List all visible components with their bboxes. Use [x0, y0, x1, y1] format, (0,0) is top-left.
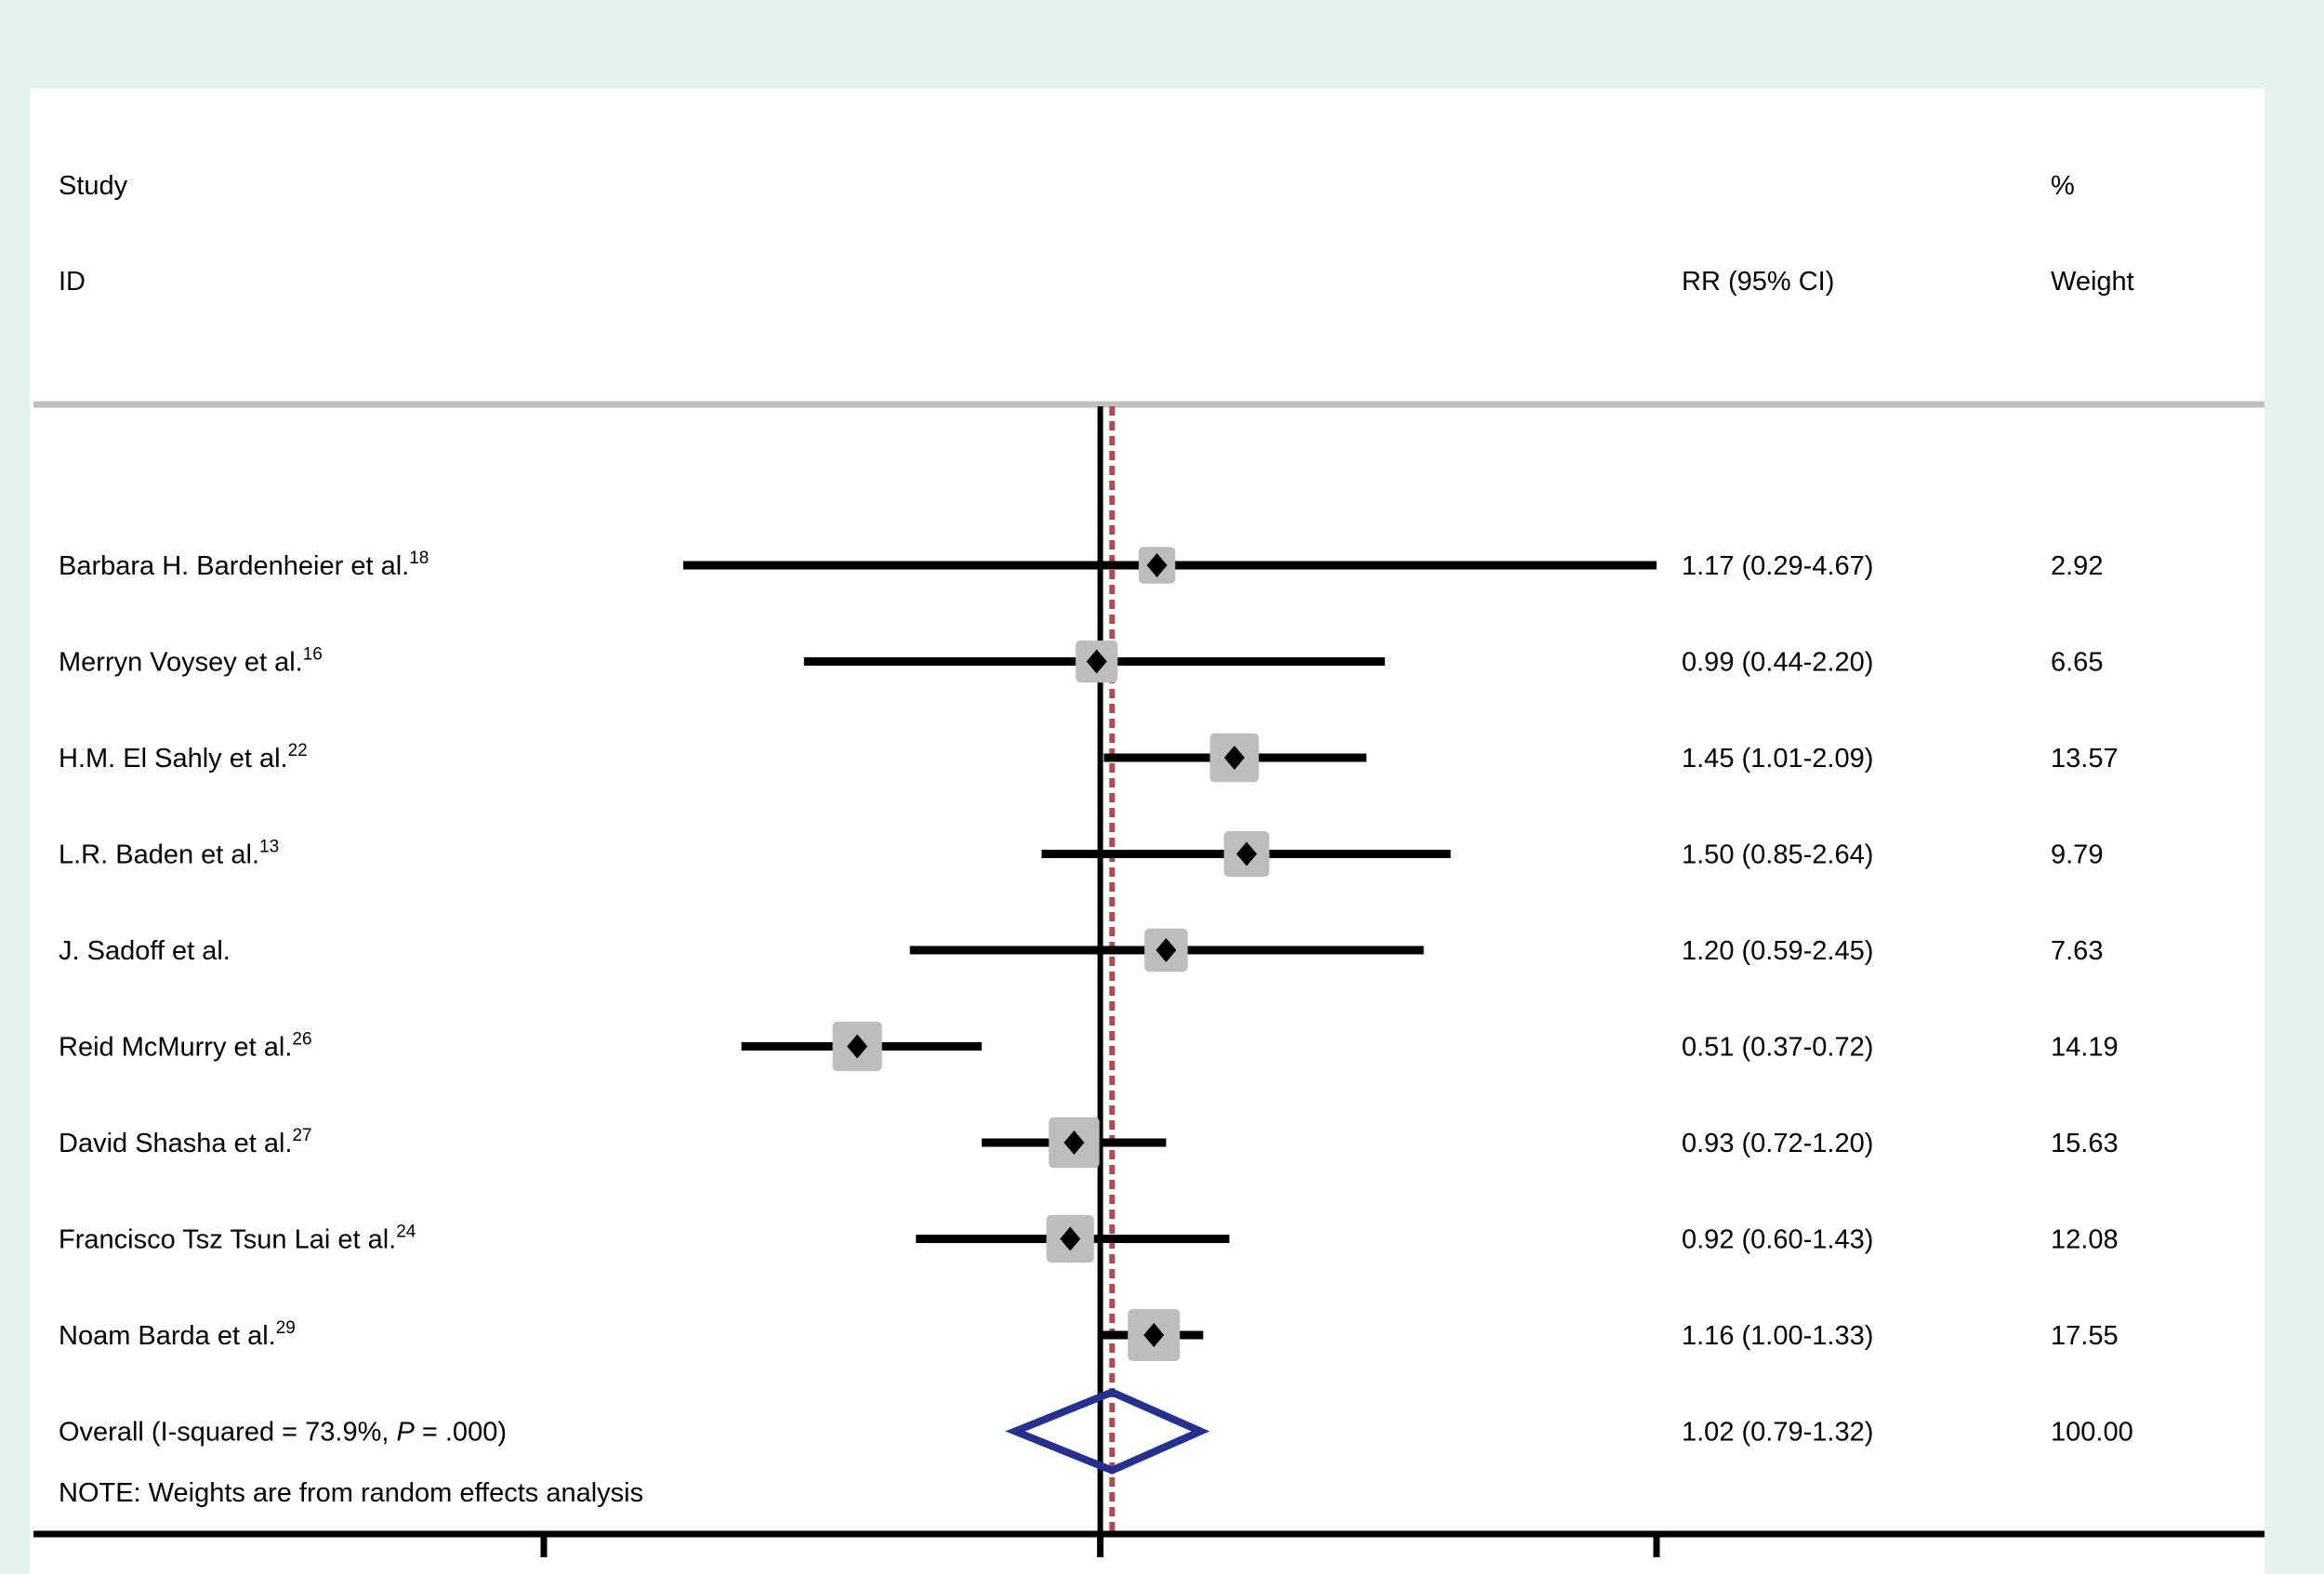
study-ci-value: 1.50 (0.85-2.64) [1682, 840, 1873, 870]
study-label: H.M. El Sahly et al.22 [59, 741, 308, 774]
study-ci-value: 0.99 (0.44-2.20) [1682, 648, 1873, 678]
overall-label-p: P [396, 1418, 415, 1448]
study-ci-value: 0.93 (0.72-1.20) [1682, 1129, 1873, 1158]
study-label: L.R. Baden et al.13 [59, 838, 279, 870]
point-estimate [1060, 1226, 1081, 1251]
study-label: Merryn Voysey et al.16 [59, 645, 323, 678]
study-weight-value: 15.63 [2051, 1129, 2119, 1158]
point-estimate [1063, 1131, 1085, 1155]
study-reference: 22 [288, 741, 308, 761]
study-label: David Shasha et al.27 [59, 1126, 312, 1158]
header-weight: Weight [2051, 267, 2134, 297]
overall-diamond [1005, 1388, 1210, 1475]
study-rows: Barbara H. Bardenheier et al.18 1.17 (0.2… [59, 549, 2133, 1448]
study-weight-value: 2.92 [2051, 551, 2103, 581]
study-reference: 29 [276, 1318, 296, 1338]
study-ci-value: 1.17 (0.29-4.67) [1682, 551, 1873, 581]
overall-label-suffix: = .000) [415, 1418, 507, 1448]
point-estimate [1155, 938, 1177, 962]
overall-label: Overall (I-squared = 73.9%, P = .000) [59, 1418, 507, 1448]
study-weight-value: 13.57 [2051, 744, 2119, 774]
weights-note: NOTE: Weights are from random effects an… [59, 1478, 643, 1508]
study-label: Francisco Tsz Tsun Lai et al.24 [59, 1223, 416, 1255]
header-study: Study [59, 171, 128, 201]
study-reference: 26 [292, 1030, 311, 1050]
study-ci-value: 1.16 (1.00-1.33) [1682, 1321, 1873, 1351]
forest-plot: Study ID RR (95% CI) % Weight Barbara H.… [33, 171, 2265, 1557]
forest-plot-panel: Study ID RR (95% CI) % Weight Barbara H.… [30, 88, 2265, 1574]
header-weight-symbol: % [2051, 171, 2075, 201]
study-weight-value: 17.55 [2051, 1321, 2119, 1351]
point-estimate [1146, 553, 1168, 577]
study-weight-value: 14.19 [2051, 1033, 2119, 1063]
study-ci-value: 0.92 (0.60-1.43) [1682, 1225, 1873, 1255]
point-estimate [1143, 1323, 1165, 1347]
study-reference: 27 [292, 1126, 311, 1145]
study-reference: 24 [396, 1223, 416, 1242]
overall-label-prefix: Overall (I-squared = 73.9%, [59, 1418, 396, 1448]
header-id: ID [59, 267, 86, 297]
forest-marks [33, 406, 2265, 1557]
study-reference: 13 [259, 838, 279, 857]
study-weight-value: 6.65 [2051, 648, 2103, 678]
study-label: Reid McMurry et al.26 [59, 1030, 312, 1063]
overall-weight-value: 100.00 [2051, 1418, 2133, 1448]
point-estimate [1236, 841, 1258, 866]
study-label: Noam Barda et al.29 [59, 1318, 296, 1351]
study-ci-value: 0.51 (0.37-0.72) [1682, 1033, 1873, 1063]
study-weight-value: 12.08 [2051, 1225, 2119, 1255]
point-estimate [1086, 649, 1107, 674]
study-ci-value: 1.20 (0.59-2.45) [1682, 936, 1873, 966]
header-estimate: RR (95% CI) [1682, 267, 1834, 297]
study-ci-value: 1.45 (1.01-2.09) [1682, 744, 1873, 774]
point-estimate [847, 1034, 868, 1059]
study-reference: 18 [409, 549, 429, 568]
study-label: Barbara H. Bardenheier et al.18 [59, 549, 429, 581]
study-label: J. Sadoff et al. [59, 936, 231, 966]
study-weight-value: 7.63 [2051, 936, 2103, 966]
study-reference: 16 [303, 645, 323, 665]
overall-ci-value: 1.02 (0.79-1.32) [1682, 1418, 1873, 1448]
study-weight-value: 9.79 [2051, 840, 2103, 870]
point-estimate [1223, 746, 1245, 770]
